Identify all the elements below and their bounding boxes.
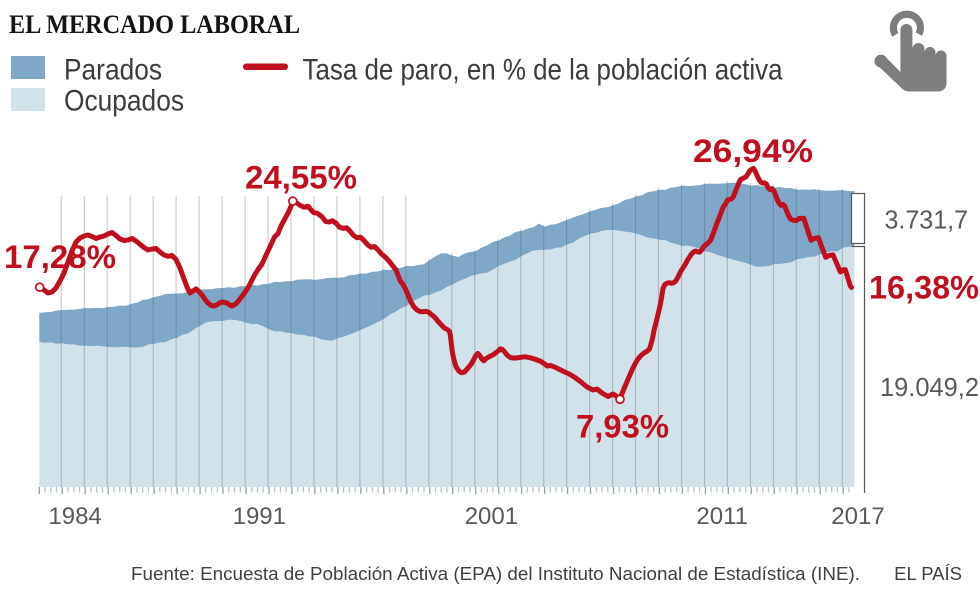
svg-text:2017: 2017 <box>831 503 884 530</box>
svg-text:2011: 2011 <box>696 503 748 530</box>
svg-text:EL MERCADO LABORAL: EL MERCADO LABORAL <box>9 9 300 39</box>
svg-text:24,55%: 24,55% <box>245 160 357 196</box>
svg-text:Parados: Parados <box>64 54 162 87</box>
svg-text:16,38%: 16,38% <box>869 270 979 306</box>
svg-text:1984: 1984 <box>48 503 101 530</box>
svg-text:EL PAÍS: EL PAÍS <box>894 563 962 584</box>
svg-text:Fuente: Encuesta de Población: Fuente: Encuesta de Población Activa (EP… <box>131 563 860 584</box>
svg-text:7,93%: 7,93% <box>576 409 669 445</box>
svg-text:3.731,7: 3.731,7 <box>885 205 969 235</box>
svg-text:17,28%: 17,28% <box>4 239 116 275</box>
svg-text:Tasa de paro, en % de la pobla: Tasa de paro, en % de la población activ… <box>303 54 783 87</box>
svg-text:19.049,2: 19.049,2 <box>880 372 979 402</box>
svg-text:Ocupados: Ocupados <box>64 85 184 118</box>
svg-text:2001: 2001 <box>465 503 518 530</box>
svg-text:26,94%: 26,94% <box>693 133 813 169</box>
svg-text:1991: 1991 <box>233 503 286 530</box>
